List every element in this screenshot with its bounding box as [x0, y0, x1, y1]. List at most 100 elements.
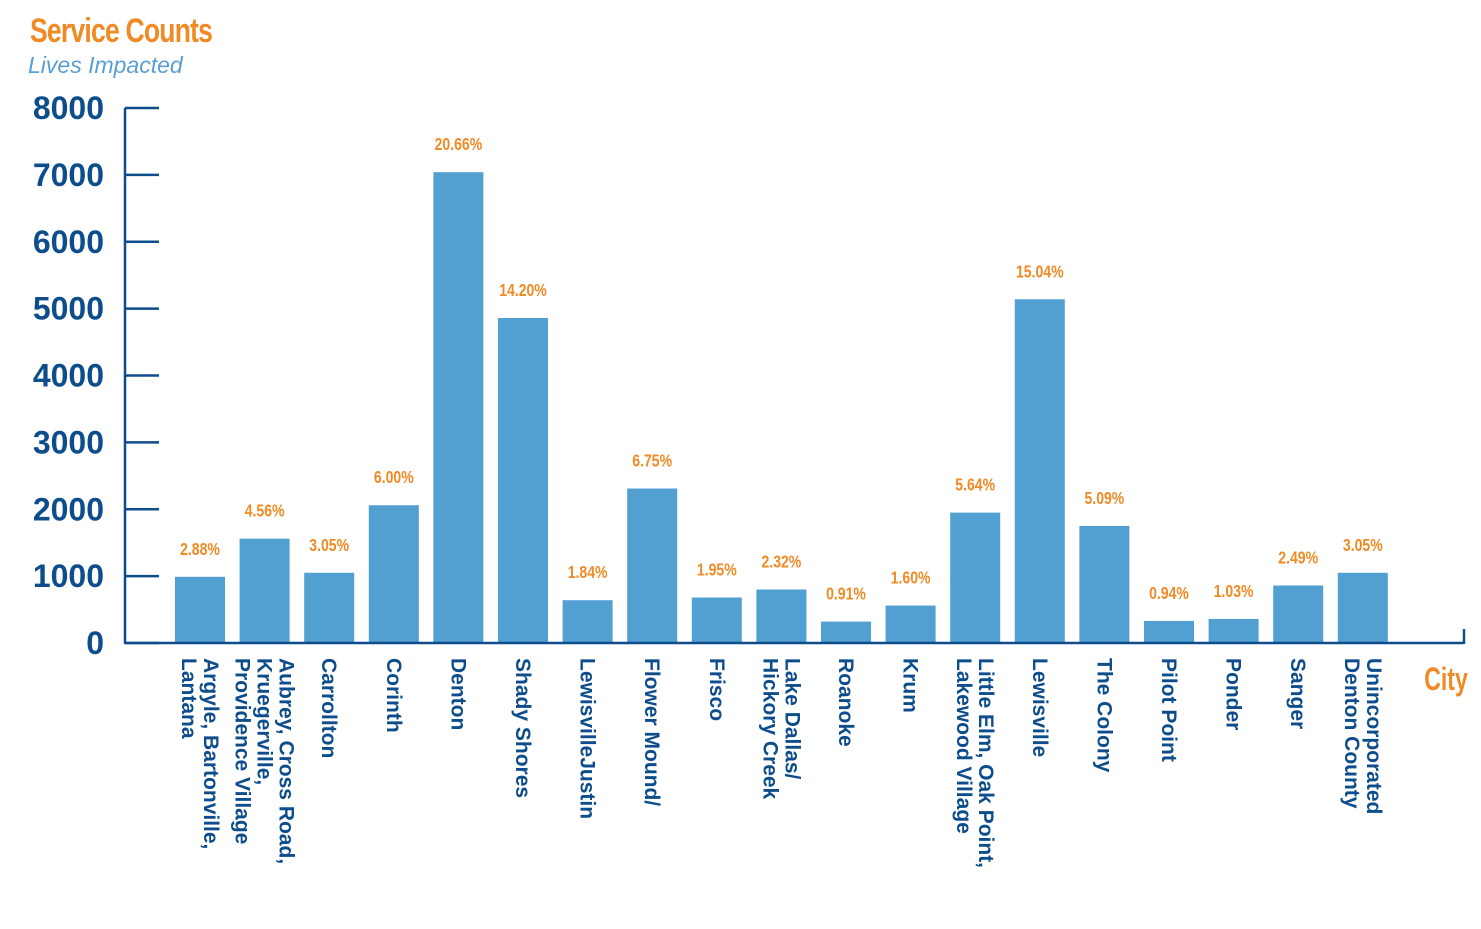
- bar: [498, 317, 548, 643]
- category-label-line: Denton: [446, 658, 469, 730]
- category-label-line: Flower Mound/: [640, 658, 663, 806]
- bars: [175, 172, 1388, 643]
- category-label: LewisvilleJustin: [576, 658, 599, 819]
- bar-percent-label: 20.66%: [435, 135, 483, 155]
- bar: [239, 538, 290, 643]
- category-label-line: LewisvilleJustin: [576, 658, 599, 819]
- category-label: Pilot Point: [1157, 658, 1180, 762]
- category-label-line: Lewisville: [1028, 658, 1051, 757]
- bar-percent-label: 1.84%: [568, 563, 608, 583]
- category-label: Corinth: [382, 658, 405, 733]
- category-label-line: Roanoke: [834, 658, 857, 747]
- bar-percent-label: 4.56%: [245, 501, 285, 521]
- bar: [368, 505, 419, 643]
- category-label-line: Kruegerville,: [253, 658, 276, 785]
- chart-title: Service Counts: [30, 12, 213, 50]
- category-label-line: Hickory Creek: [758, 658, 781, 800]
- category-label-line: Carrollton: [317, 658, 340, 758]
- data-labels: 2.88% 4.56% 3.05% 6.00% 20.66% 14.20% 1.84% 6.7…: [180, 135, 1383, 604]
- bar-percent-label: 15.04%: [1016, 262, 1064, 282]
- y-tick-label: 7000: [33, 157, 104, 193]
- y-tick-label: 2000: [33, 491, 104, 527]
- bar-percent-label: 3.05%: [1343, 535, 1383, 555]
- category-label: Krum: [899, 658, 922, 713]
- category-label-line: The Colony: [1092, 658, 1115, 773]
- category-label-line: Providence Village: [231, 658, 254, 844]
- category-label-line: Lakewood Village: [952, 658, 975, 834]
- bar: [304, 572, 355, 643]
- bar: [1337, 572, 1388, 643]
- category-label: Aubrey, Cross Road,Kruegerville,Providen…: [231, 658, 298, 864]
- category-label-line: Pilot Point: [1157, 658, 1180, 762]
- y-tick-label: 1000: [33, 558, 104, 594]
- y-axis: 0 1000 2000 3000 4000 5000 6000 7000 8000: [33, 90, 159, 661]
- category-labels: Argyle, Bartonville,Lantana Aubrey, Cross…: [177, 658, 1385, 868]
- bar-percent-label: 6.75%: [632, 451, 672, 471]
- bar-percent-label: 3.05%: [309, 535, 349, 555]
- bar: [885, 605, 936, 643]
- bar-percent-label: 1.60%: [891, 568, 931, 588]
- bar-percent-label: 5.64%: [955, 475, 995, 495]
- category-label-line: Argyle, Bartonville,: [199, 658, 222, 849]
- y-tick-label: 4000: [33, 358, 104, 394]
- category-label: Roanoke: [834, 658, 857, 747]
- bar: [1273, 585, 1324, 643]
- category-label: Frisco: [705, 658, 728, 721]
- y-tick-label: 0: [86, 625, 104, 661]
- category-label-line: Aubrey, Cross Road,: [275, 658, 298, 864]
- bar-percent-label: 1.95%: [697, 560, 737, 580]
- x-axis-label: City: [1424, 661, 1468, 697]
- chart-subtitle: Lives Impacted: [28, 52, 183, 78]
- bar: [433, 172, 484, 643]
- category-label: Argyle, Bartonville,Lantana: [177, 658, 222, 849]
- bar: [562, 600, 613, 643]
- category-label: Sanger: [1286, 658, 1309, 729]
- category-label: Carrollton: [317, 658, 340, 758]
- bar-percent-label: 1.03%: [1214, 581, 1254, 601]
- category-label-line: Little Elm, Oak Point,: [974, 658, 997, 868]
- category-label-line: Ponder: [1222, 658, 1245, 730]
- category-label: Shady Shores: [511, 658, 534, 798]
- category-label: Flower Mound/: [640, 658, 663, 806]
- category-label: Little Elm, Oak Point,Lakewood Village: [952, 658, 997, 868]
- bar-percent-label: 14.20%: [499, 280, 547, 300]
- x-axis: City: [125, 629, 1468, 697]
- bar: [756, 589, 807, 643]
- bar: [1014, 299, 1065, 643]
- bar: [821, 621, 871, 643]
- bar: [1144, 620, 1194, 643]
- bar-percent-label: 2.49%: [1278, 548, 1318, 568]
- category-label: Ponder: [1222, 658, 1245, 730]
- y-tick-label: 6000: [33, 224, 104, 260]
- category-label: The Colony: [1092, 658, 1115, 773]
- bar: [1208, 618, 1259, 643]
- category-label: Lewisville: [1028, 658, 1051, 757]
- bar: [950, 512, 1001, 643]
- bar: [1079, 525, 1130, 643]
- bar-percent-label: 0.91%: [826, 584, 866, 604]
- bar-percent-label: 2.88%: [180, 539, 220, 559]
- category-label-line: Sanger: [1286, 658, 1309, 729]
- category-label-line: Shady Shores: [511, 658, 534, 798]
- category-label-line: Frisco: [705, 658, 728, 721]
- category-label-line: Denton County: [1340, 658, 1363, 809]
- category-label-line: Krum: [899, 658, 922, 713]
- bar: [175, 576, 225, 643]
- bar-percent-label: 2.32%: [762, 552, 802, 572]
- category-label: Denton: [446, 658, 469, 730]
- category-label-line: Unincorporated: [1362, 658, 1385, 814]
- bar: [627, 488, 678, 643]
- bar: [691, 597, 742, 643]
- y-tick-label: 8000: [33, 90, 104, 126]
- category-label-line: Lantana: [177, 658, 200, 739]
- bar-percent-label: 0.94%: [1149, 583, 1189, 603]
- category-label: Lake Dallas/Hickory Creek: [758, 658, 803, 800]
- bar-percent-label: 6.00%: [374, 468, 414, 488]
- category-label-line: Corinth: [382, 658, 405, 733]
- y-tick-label: 5000: [33, 291, 104, 327]
- y-tick-label: 3000: [33, 424, 104, 460]
- category-label-line: Lake Dallas/: [780, 658, 803, 780]
- bar-percent-label: 5.09%: [1085, 488, 1125, 508]
